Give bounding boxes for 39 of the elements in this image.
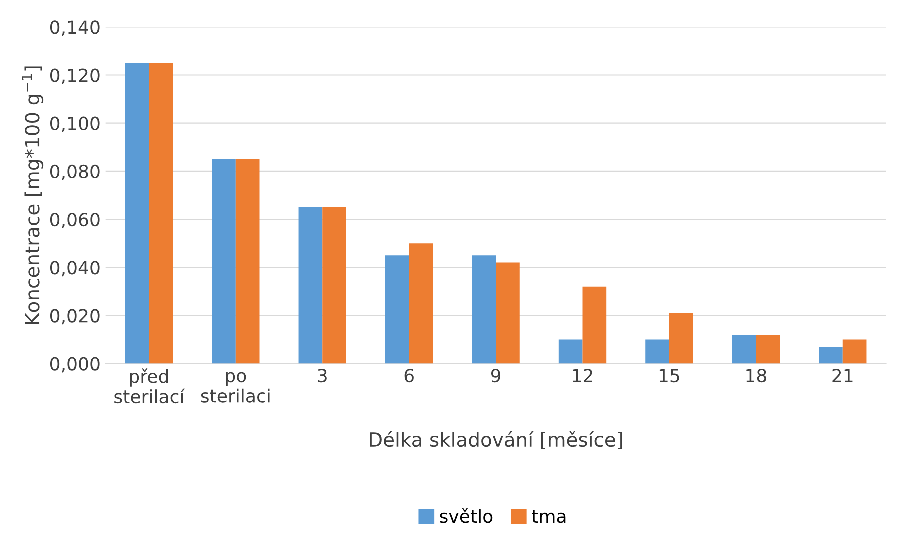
bar	[558, 340, 583, 364]
bar	[322, 208, 346, 364]
bar	[125, 63, 150, 364]
x-tick-label: 12	[573, 368, 592, 382]
x-tick-label: 21	[832, 368, 853, 382]
y-tick-label: 0,120	[50, 68, 100, 84]
bar	[149, 63, 174, 364]
bar	[582, 286, 607, 364]
bar	[646, 340, 670, 364]
x-tick-label: 3	[318, 368, 327, 383]
legend-label: tma	[532, 510, 566, 524]
bar	[409, 244, 434, 364]
x-tick-label: 15	[660, 369, 680, 383]
x-tick-label: 18	[746, 368, 766, 383]
y-tick-label: 0,100	[50, 116, 100, 132]
legend-label: světlo	[440, 508, 493, 524]
x-tick-label: po sterilaci	[201, 372, 270, 403]
y-tick-label: 0,140	[50, 20, 100, 36]
y-tick-label: 0,060	[50, 212, 100, 228]
bar	[385, 256, 410, 364]
y-axis-title: Koncentrace [mg*100 g$^{−1}$]	[22, 66, 44, 324]
bar	[756, 334, 780, 364]
x-tick-label: 6	[404, 368, 414, 383]
y-tick-label: 0,000	[50, 357, 100, 373]
x-tick-label: 9	[491, 368, 501, 383]
bar	[819, 346, 843, 364]
bar	[212, 159, 236, 364]
x-axis-title: Délka skladování [měsíce]	[370, 431, 622, 450]
y-tick-label: 0,020	[50, 309, 100, 325]
bar	[236, 159, 260, 364]
bar	[842, 340, 867, 364]
bar	[496, 262, 520, 364]
y-tick-label: 0,080	[50, 164, 100, 180]
bar	[472, 256, 496, 364]
bar	[298, 208, 323, 364]
y-tick-label: 0,040	[50, 261, 100, 277]
bar	[669, 313, 694, 364]
bar	[732, 334, 756, 364]
x-tick-label: před sterilací	[114, 368, 186, 404]
